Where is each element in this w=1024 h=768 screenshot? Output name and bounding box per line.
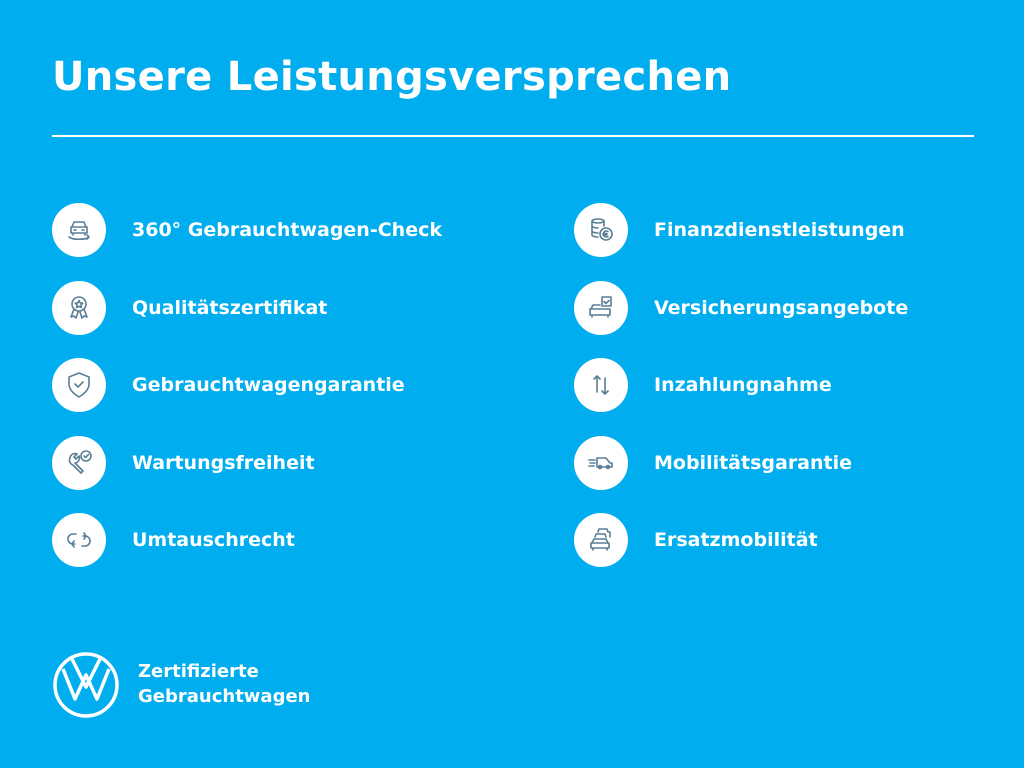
coins-euro-icon (574, 203, 628, 257)
feature-financial-services: Finanzdienstleistungen (574, 202, 905, 258)
feature-label: Wartungsfreiheit (132, 452, 315, 474)
wrench-check-icon (52, 436, 106, 490)
shield-check-icon (52, 358, 106, 412)
brand-line-1: Zertifizierte (138, 661, 259, 682)
vw-logo (53, 652, 119, 718)
stacked-cars-icon (574, 513, 628, 567)
feature-label: Inzahlungnahme (654, 374, 832, 396)
feature-label: 360° Gebrauchtwagen-Check (132, 219, 442, 241)
feature-warranty: Gebrauchtwagengarantie (52, 357, 405, 413)
feature-label: Ersatzmobilität (654, 529, 818, 551)
feature-label: Qualitätszertifikat (132, 297, 328, 319)
feature-label: Gebrauchtwagengarantie (132, 374, 405, 396)
feature-maintenance: Wartungsfreiheit (52, 435, 315, 491)
car-360-icon (52, 203, 106, 257)
feature-label: Versicherungsangebote (654, 297, 909, 319)
award-badge-icon (52, 281, 106, 335)
feature-label: Finanzdienstleistungen (654, 219, 905, 241)
feature-360-check: 360° Gebrauchtwagen-Check (52, 202, 442, 258)
feature-mobility-guarantee: Mobilitätsgarantie (574, 435, 852, 491)
page-title: Unsere Leistungsversprechen (52, 54, 732, 100)
fast-van-icon (574, 436, 628, 490)
feature-replacement-mobility: Ersatzmobilität (574, 512, 818, 568)
feature-insurance: Versicherungsangebote (574, 280, 908, 336)
divider (52, 135, 974, 137)
up-down-arrows-icon (574, 358, 628, 412)
brand-line-2: Gebrauchtwagen (138, 686, 311, 707)
feature-quality-certificate: Qualitätszertifikat (52, 280, 327, 336)
brand-text: Zertifizierte Gebrauchtwagen (138, 659, 310, 709)
feature-label: Umtauschrecht (132, 529, 295, 551)
exchange-arrows-icon (52, 513, 106, 567)
feature-label: Mobilitätsgarantie (654, 452, 853, 474)
feature-trade-in: Inzahlungnahme (574, 357, 832, 413)
feature-exchange-right: Umtauschrecht (52, 512, 295, 568)
car-insurance-icon (574, 281, 628, 335)
